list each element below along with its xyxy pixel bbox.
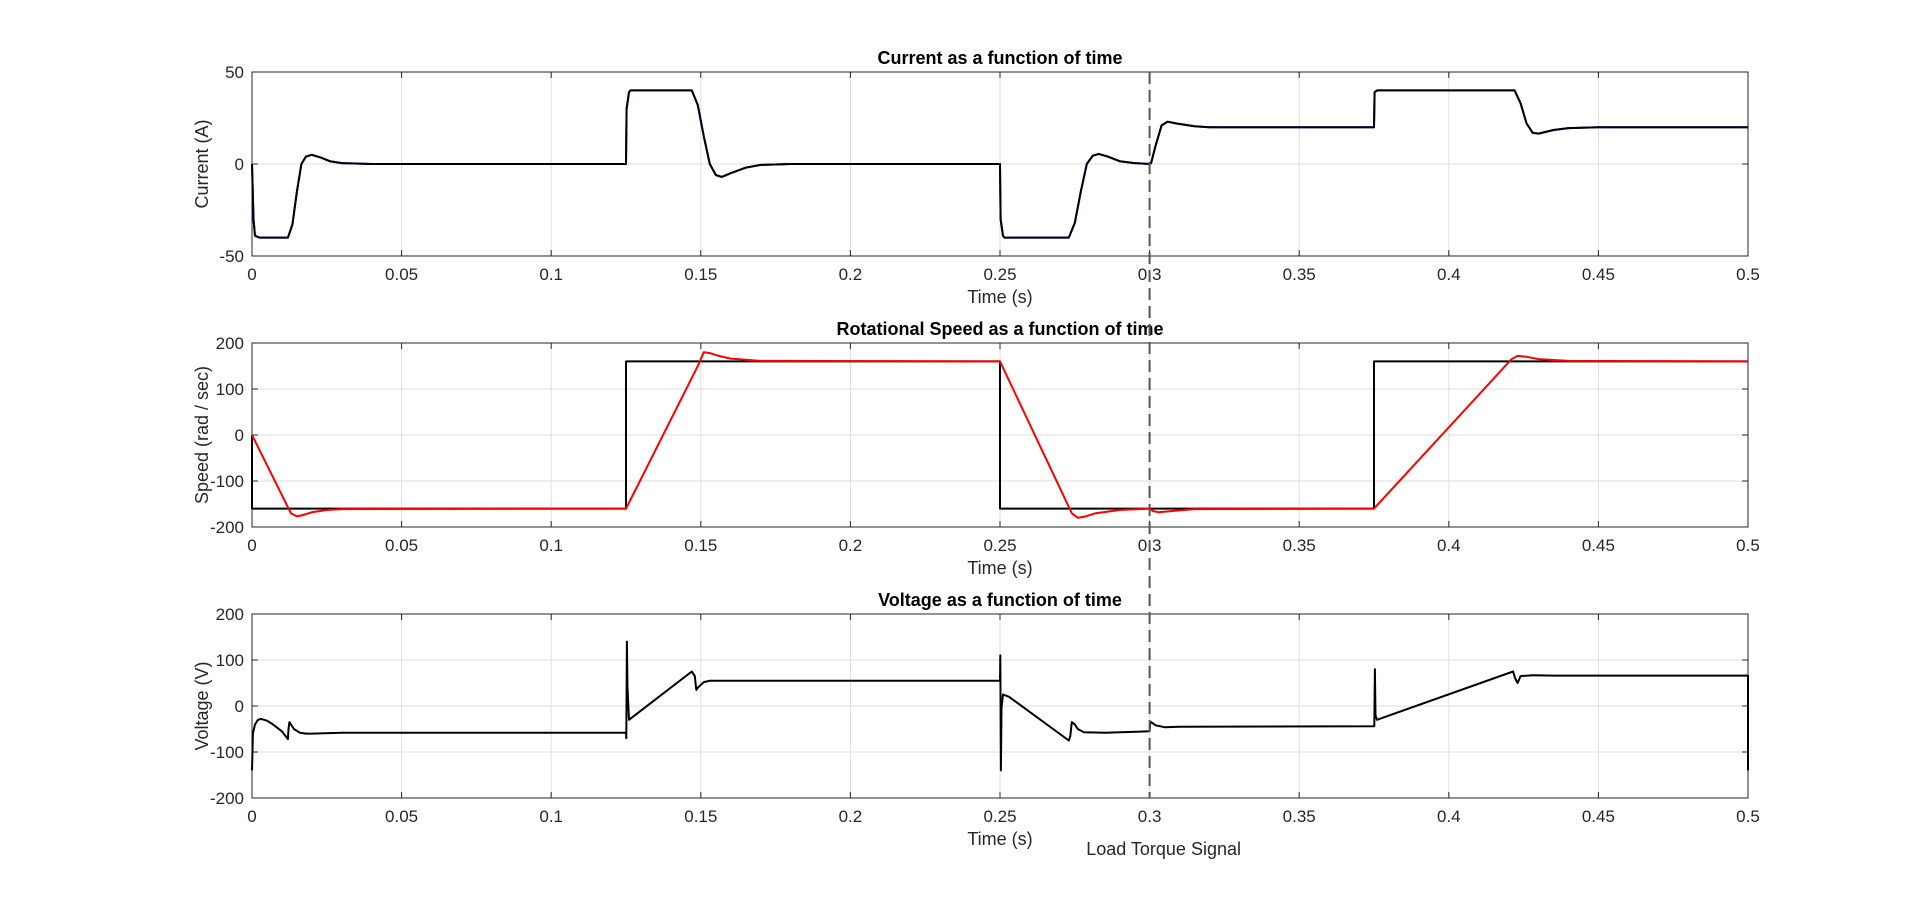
x-tick-label: 0.4 [1437,265,1461,284]
y-axis-label: Current (A) [192,119,212,208]
y-axis-label: Voltage (V) [192,661,212,750]
x-tick-label: 0.3 [1138,807,1162,826]
y-tick-label: 0 [235,426,244,445]
series-line-2 [251,89,1748,239]
x-tick-label: 0.35 [1283,807,1316,826]
x-tick-label: 0.25 [983,536,1016,555]
chart-panel-3: 0 0.05 0.1 0.15 0.2 0.25 0.3 0.35 0.4 0.45 0.5 -200… [192,590,1760,849]
x-tick-label: 0.2 [839,265,863,284]
x-tick-label: 0.1 [539,807,563,826]
x-axis-label: Time (s) [967,287,1032,307]
y-tick-label: 200 [216,334,244,353]
y-tick-label: 0 [235,155,244,174]
y-tick-label: -200 [210,518,244,537]
y-tick-label: 100 [216,380,244,399]
x-tick-label: 0.5 [1736,536,1760,555]
y-tick-label: 100 [216,651,244,670]
x-tick-label: 0.1 [539,265,563,284]
x-axis-label: Time (s) [967,558,1032,578]
chart-title: Voltage as a function of time [878,590,1122,610]
x-tick-label: 0.05 [385,536,418,555]
y-axis-label: Speed (rad / sec) [192,366,212,504]
x-tick-label: 0 [247,807,256,826]
x-tick-label: 0.15 [684,536,717,555]
x-tick-label: 0.25 [983,807,1016,826]
x-tick-label: 0.1 [539,536,563,555]
x-tick-label: 0.15 [684,265,717,284]
series-line-2 [251,351,1749,519]
x-tick-label: 0.4 [1437,807,1461,826]
charts-container: 0 0.05 0.1 0.15 0.2 0.25 0.3 0.35 0.4 0.45 0.5-500… [192,48,1760,849]
series-line-1 [251,640,1749,772]
x-tick-label: 0.05 [385,265,418,284]
x-tick-label: 0.5 [1736,265,1760,284]
y-tick-label: -100 [210,472,244,491]
chart-panel-1: 0 0.05 0.1 0.15 0.2 0.25 0.3 0.35 0.4 0.45 0.5-500… [192,48,1760,307]
y-tick-label: -200 [210,789,244,808]
x-tick-label: 0 [247,265,256,284]
x-tick-label: 0.15 [684,807,717,826]
chart-panel-2: 0 0.05 0.1 0.15 0.2 0.25 0.3 0.35 0.4 0.45 0.5-200… [192,319,1760,578]
x-tick-label: 0 [247,536,256,555]
x-tick-label: 0.05 [385,807,418,826]
x-tick-label: 0.2 [839,536,863,555]
x-tick-label: 0.2 [839,807,863,826]
x-tick-label: 0.5 [1736,807,1760,826]
x-tick-label: 0.35 [1283,265,1316,284]
chart-title: Rotational Speed as a function of time [836,319,1163,339]
y-tick-label: 200 [216,605,244,624]
load-torque-label: Load Torque Signal [1086,839,1241,859]
x-tick-label: 0.4 [1437,536,1461,555]
x-tick-label: 0.35 [1283,536,1316,555]
x-tick-label: 0.45 [1582,536,1615,555]
y-tick-label: -100 [210,743,244,762]
x-tick-label: 0.45 [1582,265,1615,284]
y-tick-label: 0 [235,697,244,716]
x-axis-label: Time (s) [967,829,1032,849]
chart-title: Current as a function of time [877,48,1122,68]
y-tick-label: -50 [219,247,244,266]
x-tick-label: 0.25 [983,265,1016,284]
x-tick-label: 0.45 [1582,807,1615,826]
y-tick-label: 50 [225,63,244,82]
